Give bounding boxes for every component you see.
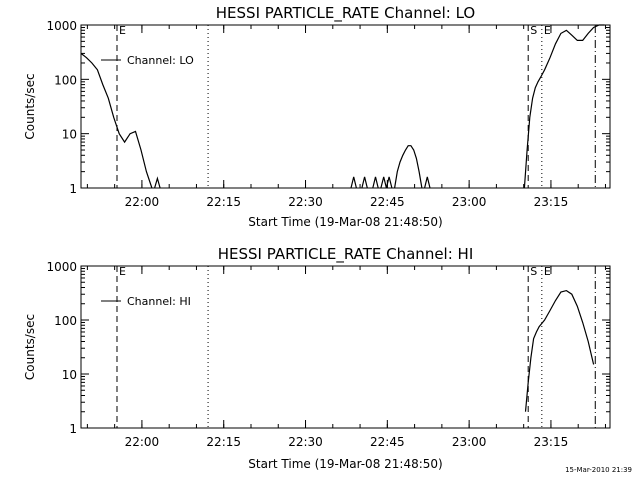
x-tick-label-1-3: 22:45 [370,435,405,449]
chart-title-1: HESSI PARTICLE_RATE Channel: HI [218,245,474,264]
x-tick-label-0-4: 23:00 [452,195,487,209]
event-marker-label-1-2: S [530,265,537,278]
plot-frame-0 [80,24,611,189]
x-tick-label-0-5: 23:15 [534,195,569,209]
x-axis-label-0: Start Time (19-Mar-08 21:48:50) [248,215,442,229]
series-line-0-seg-5 [394,145,423,189]
series-line-0-seg-1 [350,176,357,189]
event-marker-label-0-3: E [544,24,551,37]
legend-label-0: Channel: LO [127,54,194,67]
event-marker-label-1-0: E [119,265,126,278]
x-tick-label-0-1: 22:15 [206,195,241,209]
chart-title-0: HESSI PARTICLE_RATE Channel: LO [216,4,475,23]
x-tick-label-1-2: 22:30 [288,435,323,449]
y-tick-label-0-3: 1000 [46,19,77,33]
series-line-0-seg-2 [361,176,368,189]
y-axis-label-0: Counts/sec [23,73,37,139]
series-line-0-main [80,52,153,189]
series-line-0-seg-7 [523,24,605,189]
event-marker-label-0-2: S [530,24,537,37]
y-tick-label-1-1: 10 [62,368,77,382]
series-line-0-seg-6 [424,176,431,189]
y-tick-label-1-3: 1000 [46,260,77,274]
series-line-0-seg-3 [372,176,379,189]
y-tick-label-0-2: 100 [54,73,77,87]
x-tick-label-1-4: 23:00 [452,435,487,449]
series-line-1-seg-0 [524,289,595,412]
y-tick-label-1-2: 100 [54,314,77,328]
event-marker-label-0-0: E [119,24,126,37]
y-tick-label-1-0: 1 [69,422,77,436]
plot-frame-1 [80,265,611,429]
x-tick-label-0-3: 22:45 [370,195,405,209]
x-tick-label-1-5: 23:15 [534,435,569,449]
y-tick-label-0-0: 1 [69,182,77,196]
legend-label-1: Channel: HI [127,295,191,308]
x-tick-label-1-0: 22:00 [125,435,160,449]
series-line-0-seg-4 [380,176,393,189]
series-line-0-seg-0 [154,176,161,189]
y-axis-label-1: Counts/sec [23,314,37,380]
x-tick-label-0-2: 22:30 [288,195,323,209]
event-marker-label-1-3: E [544,265,551,278]
x-tick-label-0-0: 22:00 [125,195,160,209]
footer-timestamp: 15-Mar-2010 21:39 [565,466,632,474]
y-tick-label-0-1: 10 [62,128,77,142]
x-axis-label-1: Start Time (19-Mar-08 21:48:50) [248,457,442,471]
x-tick-label-1-1: 22:15 [206,435,241,449]
